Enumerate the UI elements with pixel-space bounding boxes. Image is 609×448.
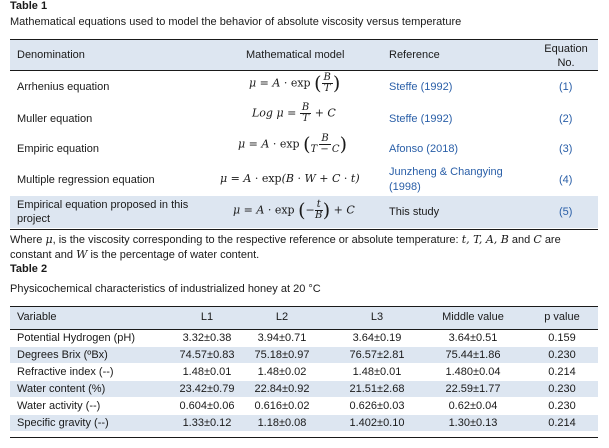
table2-row-middle: 22.59±1.77 (445, 383, 501, 395)
table2-row-middle: 3.64±0.51 (448, 332, 498, 344)
table1-row1-number[interactable]: (1) (559, 81, 573, 93)
table1-header-rule (10, 70, 598, 71)
table2-row4-band (10, 381, 598, 397)
proposed-equation: μ = A · exp (− t B) + C (233, 199, 355, 222)
table2-row-l3: 0.626±0.03 (349, 400, 405, 412)
table2-row-variable: Potential Hydrogen (pH) (17, 332, 136, 344)
table2-row-p: 0.230 (548, 383, 576, 395)
table2-header-band (10, 307, 598, 329)
table2-row6-band (10, 415, 598, 431)
table1-row4-reference-line2[interactable]: (1998) (389, 181, 421, 193)
multiple-regression-equation: μ = A · exp(B · W + C · t) (220, 172, 360, 185)
table2-row-l1: 1.33±0.12 (182, 417, 232, 429)
table2-row-l1: 3.32±0.38 (182, 332, 232, 344)
table2-header-l1: L1 (200, 311, 214, 323)
table1-label: Table 1 (10, 0, 48, 12)
table2-header-variable: Variable (17, 311, 57, 323)
table2-row-l2: 1.48±0.02 (257, 366, 307, 378)
table1-header-band (10, 40, 598, 70)
table2-row-middle: 75.44±1.86 (445, 349, 501, 361)
table2-row-l1: 23.42±0.79 (179, 383, 235, 395)
table2-row-l3: 1.48±0.01 (352, 366, 402, 378)
table2-row-variable: Water content (%) (17, 383, 106, 395)
table2-row-variable: Refractive index (--) (17, 366, 114, 378)
table2-row-middle: 1.30±0.13 (448, 417, 498, 429)
arrhenius-equation: μ = A · exp (B T) (249, 72, 341, 95)
table2-row-l3: 1.402±0.10 (349, 417, 405, 429)
table1-header-denomination: Denomination (17, 49, 85, 61)
table1-note-line2: constant and W is the percentage of wate… (10, 248, 260, 261)
table1-row4-denomination: Multiple regression equation (17, 174, 155, 186)
table1-bottom-rule (10, 229, 598, 230)
table1-top-rule (10, 39, 598, 40)
table1-row5-number[interactable]: (5) (559, 206, 573, 218)
table1-row1-denomination: Arrhenius equation (17, 81, 110, 93)
table1-row1-reference[interactable]: Steffe (1992) (389, 81, 453, 93)
table2-row-l3: 76.57±2.81 (349, 349, 405, 361)
empiric-equation: μ = A · exp (B T − C) (238, 133, 348, 156)
table2-header-l2: L2 (275, 311, 289, 323)
table2-row-p: 0.230 (548, 400, 576, 412)
table2-row-variable: Degrees Brix (ºBx) (17, 349, 108, 361)
table2-row-p: 0.230 (548, 349, 576, 361)
table2-header-l3: L3 (370, 311, 384, 323)
table1-row5-denomination-line1: Empirical equation proposed in this (17, 199, 189, 211)
table2-row-l2: 1.18±0.08 (257, 417, 307, 429)
table2-row-middle: 1.480±0.04 (445, 366, 501, 378)
table1-row4-reference-line1[interactable]: Junzheng & Changying (389, 166, 503, 178)
table1-header-equation-no: Equation No. (544, 43, 588, 69)
table1-row2-number[interactable]: (2) (559, 113, 573, 125)
table1-row2-reference[interactable]: Steffe (1992) (389, 113, 453, 125)
table2-row-p: 0.159 (548, 332, 576, 344)
table2-row-l1: 1.48±0.01 (182, 366, 232, 378)
table2-caption: Physicochemical characteristics of indus… (10, 283, 321, 295)
table2-row-l3: 21.51±2.68 (349, 383, 405, 395)
table2-header-rule (10, 329, 598, 330)
table1-row3-number[interactable]: (3) (559, 143, 573, 155)
table2-header-middle-value: Middle value (442, 311, 504, 323)
table2-row-l2: 75.18±0.97 (254, 349, 310, 361)
table2-row2-band (10, 347, 598, 363)
table2-row-l1: 74.57±0.83 (179, 349, 235, 361)
table1-caption: Mathematical equations used to model the… (10, 16, 462, 28)
table1-row2-denomination: Muller equation (17, 113, 93, 125)
table1-row5-band (10, 196, 598, 228)
table1-note-line1: Where μ, is the viscosity corresponding … (10, 233, 561, 246)
table2-label: Table 2 (10, 263, 48, 275)
table2-top-rule (10, 306, 598, 307)
table2-row-l3: 3.64±0.19 (352, 332, 402, 344)
table1-row4-number[interactable]: (4) (559, 174, 573, 186)
table2-row-l1: 0.604±0.06 (179, 400, 235, 412)
table2-row-variable: Water activity (--) (17, 400, 101, 412)
table1-row5-reference: This study (389, 206, 440, 218)
table2-bottom-rule (10, 437, 598, 438)
table1-row5-denomination-line2: project (17, 213, 51, 225)
table2-header-p-value: p value (544, 311, 580, 323)
table2-row-p: 0.214 (548, 366, 576, 378)
table1-row3-reference[interactable]: Afonso (2018) (389, 143, 459, 155)
table2-row-l2: 22.84±0.92 (254, 383, 310, 395)
table2-row-l2: 3.94±0.71 (257, 332, 307, 344)
table1-row3-denomination: Empiric equation (17, 143, 99, 155)
table1-header-reference: Reference (389, 49, 440, 61)
table2-row-l2: 0.616±0.02 (254, 400, 310, 412)
table1-header-model: Mathematical model (246, 49, 345, 61)
table2-row-middle: 0.62±0.04 (448, 400, 498, 412)
table2-row-p: 0.214 (548, 417, 576, 429)
table2-row-variable: Specific gravity (--) (17, 417, 109, 429)
